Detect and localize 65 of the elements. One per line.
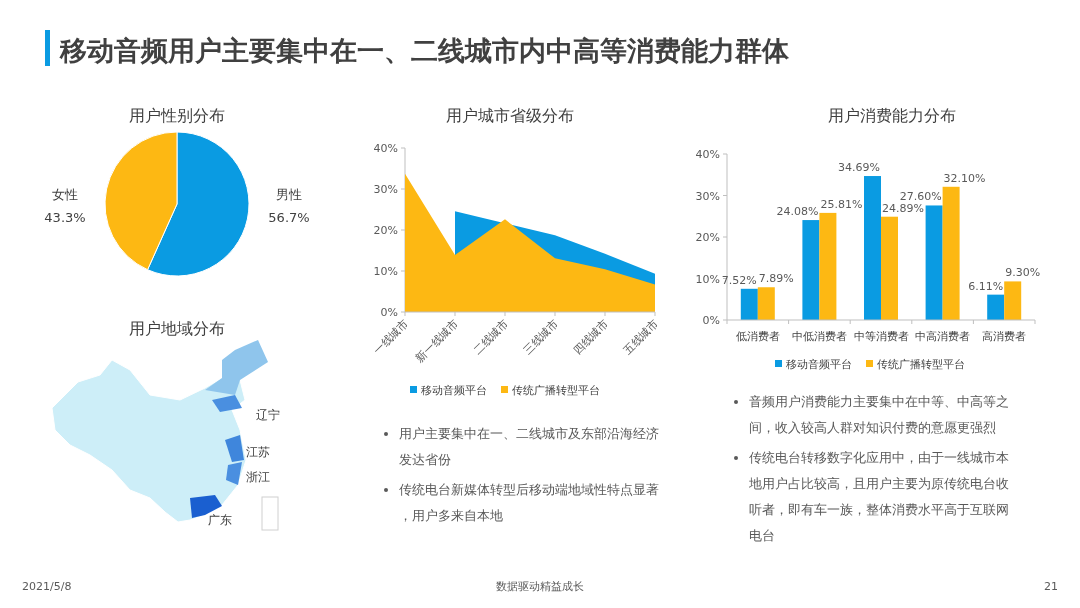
- data-label: 34.69%: [838, 161, 880, 175]
- data-label: 56.7%: [268, 210, 310, 225]
- slice-label: 女性: [52, 187, 78, 202]
- y-tick-label: 0%: [380, 306, 398, 319]
- x-tick-label: 低消费者: [735, 330, 780, 343]
- y-tick-label: 20%: [695, 231, 720, 244]
- data-label: 7.52%: [721, 273, 757, 287]
- bar: [987, 294, 1005, 320]
- data-label: 24.08%: [776, 205, 819, 219]
- bar: [925, 205, 943, 320]
- data-label: 32.10%: [943, 171, 986, 185]
- text: 传统电台转移数字化应用中，由于一线城市本地用户占比较高，且用户主要为原传统电台收听者，即有车一族，整体消费水平高于互联网电台: [748, 450, 1009, 543]
- y-tick-label: 40%: [695, 148, 720, 161]
- legend-label: 移动音频平台: [421, 384, 487, 397]
- bar: [757, 287, 775, 320]
- x-tick-label: 四线城市: [570, 316, 612, 358]
- text: 用户主要集中在一、二线城市及东部沿海经济发达省份: [399, 426, 659, 467]
- text: 移动音频用户主要集中在一、二线城市内中高等消费能力群体: [59, 35, 790, 66]
- text: 2021/5/8: [22, 580, 72, 593]
- text: 传统电台新媒体转型后移动端地域性特点显著，用户多来自本地: [399, 482, 659, 523]
- chart-title: 用户性别分布: [129, 106, 225, 125]
- bar: [942, 186, 960, 320]
- data-label: 43.3%: [44, 210, 86, 225]
- text: 辽宁: [256, 408, 280, 422]
- bar: [819, 212, 837, 320]
- x-tick-label: 高消费者: [982, 330, 1027, 343]
- legend-label: 传统广播转型平台: [512, 384, 600, 397]
- y-tick-label: 40%: [373, 142, 398, 155]
- x-tick-label: 三线城市: [520, 316, 562, 358]
- text: 江苏: [246, 445, 270, 459]
- y-tick-label: 10%: [695, 272, 720, 286]
- text: 用户地域分布: [129, 319, 225, 338]
- data-label: 6.11%: [968, 279, 1004, 293]
- y-tick-label: 20%: [373, 224, 398, 237]
- bar: [802, 220, 820, 320]
- text: 广东: [208, 513, 232, 527]
- x-tick-label: 中高消费者: [915, 330, 971, 343]
- slice-label: 男性: [276, 187, 302, 202]
- x-tick-label: 五线城市: [620, 316, 662, 358]
- chart-title: 用户城市省级分布: [446, 106, 574, 125]
- chart-title: 用户消费能力分布: [828, 106, 956, 125]
- x-tick-label: 二线城市: [470, 316, 512, 358]
- data-label: 27.60%: [899, 190, 942, 204]
- text: 21: [1044, 580, 1058, 593]
- text: 音频用户消费能力主要集中在中等、中高等之间，收入较高人群对知识付费的意愿更强烈: [749, 394, 1009, 435]
- x-tick-label: 一线城市: [370, 316, 412, 358]
- bar: [881, 216, 898, 320]
- text: 数据驱动精益成长: [496, 580, 584, 593]
- bar: [864, 176, 881, 320]
- data-label: 7.89%: [758, 272, 794, 286]
- text: 浙江: [246, 470, 270, 484]
- data-label: 9.30%: [1005, 266, 1041, 280]
- y-tick-label: 0%: [702, 314, 720, 327]
- legend-label: 传统广播转型平台: [877, 358, 965, 371]
- y-tick-label: 30%: [695, 189, 720, 203]
- x-tick-label: 中低消费者: [791, 330, 847, 343]
- y-tick-label: 10%: [373, 265, 398, 278]
- bar: [740, 288, 758, 320]
- bar: [1004, 281, 1022, 320]
- x-tick-label: 中等消费者: [853, 330, 909, 343]
- legend-label: 移动音频平台: [786, 358, 852, 371]
- data-label: 24.89%: [882, 201, 924, 215]
- y-tick-label: 30%: [373, 183, 398, 196]
- data-label: 25.81%: [820, 197, 863, 211]
- x-tick-label: 新一线城市: [413, 316, 462, 366]
